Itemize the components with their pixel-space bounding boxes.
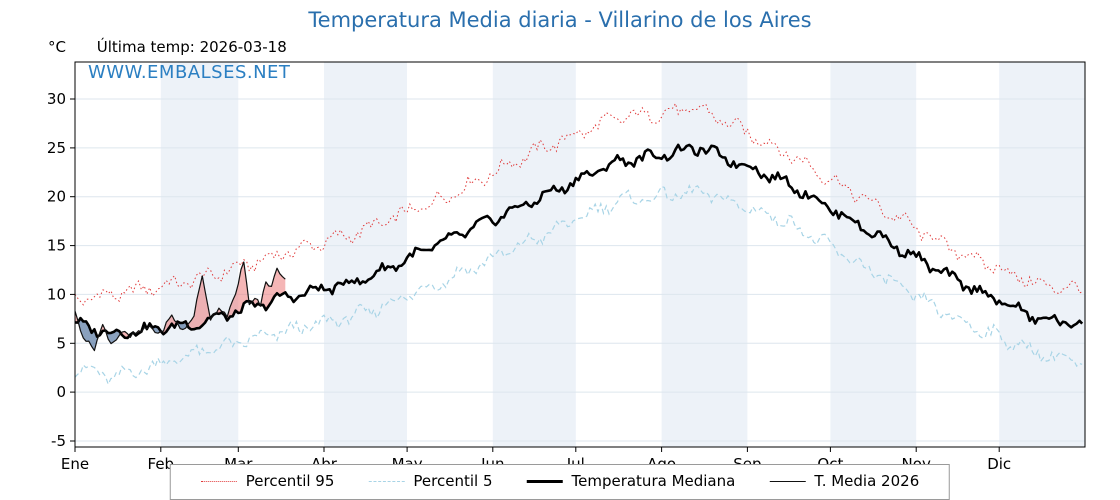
axis-unit-and-last-temp: °C Última temp: 2026-03-18 bbox=[48, 38, 287, 56]
legend-item-percentil-5: Percentil 5 bbox=[368, 472, 492, 490]
svg-text:25: 25 bbox=[47, 139, 66, 157]
svg-text:0: 0 bbox=[56, 383, 66, 401]
t-media-2026-line-sample bbox=[769, 480, 806, 482]
svg-text:20: 20 bbox=[47, 188, 66, 206]
y-axis-unit-label: °C bbox=[48, 38, 66, 56]
svg-text:10: 10 bbox=[47, 285, 66, 303]
legend-item-percentil-95: Percentil 95 bbox=[200, 472, 335, 490]
chart-title: Temperatura Media diaria - Villarino de … bbox=[308, 8, 812, 32]
svg-text:Dic: Dic bbox=[987, 455, 1011, 473]
legend-label: T. Media 2026 bbox=[814, 472, 920, 490]
svg-text:Feb: Feb bbox=[148, 455, 175, 473]
legend-label: Percentil 5 bbox=[413, 472, 493, 490]
legend-item-mediana: Temperatura Mediana bbox=[526, 472, 735, 490]
mediana-line-sample bbox=[526, 479, 563, 483]
svg-text:15: 15 bbox=[47, 237, 66, 255]
svg-text:Ene: Ene bbox=[61, 455, 89, 473]
percentil-95-line-sample bbox=[200, 480, 237, 482]
legend: Percentil 95 Percentil 5 Temperatura Med… bbox=[169, 464, 951, 500]
svg-text:30: 30 bbox=[47, 90, 66, 108]
watermark-text: WWW.EMBALSES.NET bbox=[88, 62, 291, 83]
svg-text:-5: -5 bbox=[51, 432, 66, 450]
legend-label: Temperatura Mediana bbox=[571, 472, 736, 490]
percentil-5-line-sample bbox=[368, 480, 405, 482]
last-temp-label: Última temp: 2026-03-18 bbox=[96, 38, 287, 56]
legend-item-t-media-2026: T. Media 2026 bbox=[769, 472, 919, 490]
legend-label: Percentil 95 bbox=[245, 472, 335, 490]
svg-text:5: 5 bbox=[56, 334, 66, 352]
